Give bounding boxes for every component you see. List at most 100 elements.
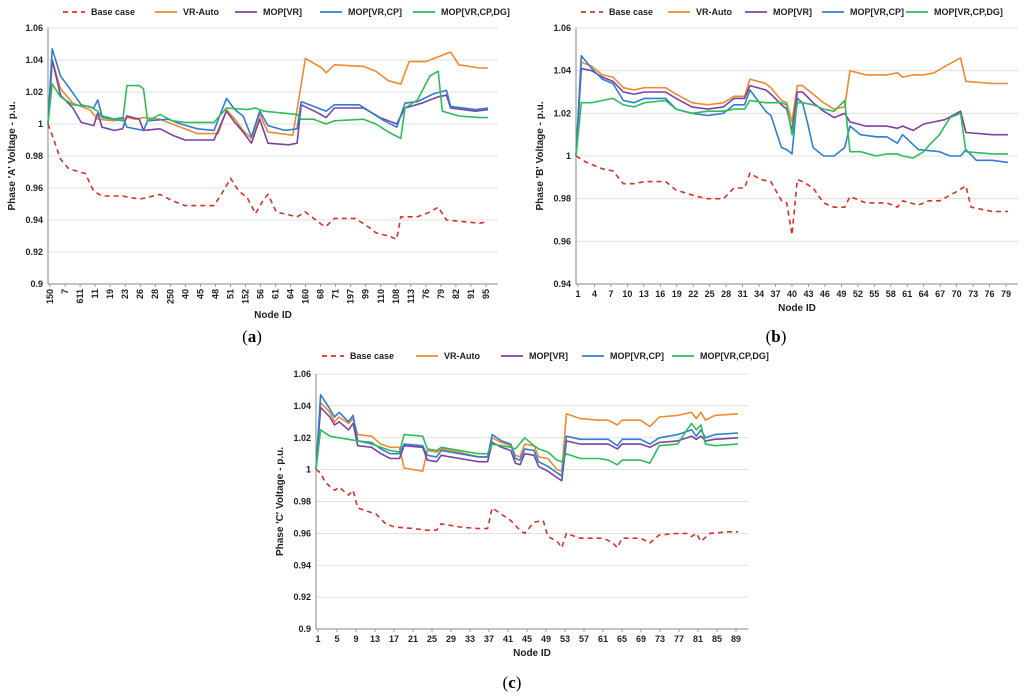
x-tick-label: 68 — [316, 289, 326, 299]
legend-label: MOP[VR] — [529, 351, 568, 361]
x-tick-label: 113 — [406, 289, 416, 304]
series — [47, 48, 489, 240]
x-tick-label: 52 — [853, 289, 863, 299]
series-line-mop-vr-cp — [47, 48, 489, 138]
legend-label: Base case — [91, 7, 135, 17]
y-tick-label: 0.92 — [25, 247, 43, 257]
legend-label: VR-Auto — [696, 7, 732, 17]
y-tick-label: 1.04 — [293, 401, 311, 411]
x-tick-label: 31 — [738, 289, 748, 299]
x-tick-label: 21 — [408, 634, 418, 644]
panel-label: (c) — [503, 673, 522, 692]
y-tick-label: 1.06 — [293, 369, 311, 379]
x-tick-label: 57 — [579, 634, 589, 644]
series-line-base-case — [315, 468, 738, 549]
y-tick-label: 1.02 — [293, 433, 311, 443]
x-tick-label: 55 — [869, 289, 879, 299]
x-tick-label: 85 — [712, 634, 722, 644]
x-tick-label: 89 — [731, 634, 741, 644]
x-tick-label: 41 — [503, 634, 513, 644]
grid — [48, 27, 498, 285]
legend-label: MOP[VR,CP] — [348, 7, 402, 17]
x-tick-label: 45 — [522, 634, 532, 644]
grid — [316, 373, 748, 630]
x-tick-label: 28 — [150, 289, 160, 299]
series-line-mop-vr-cp — [315, 393, 739, 477]
legend-item: Base case — [63, 7, 135, 17]
x-tick-label: 250 — [165, 289, 175, 304]
legend: Base case VR-Auto MOP[VR] MOP[VR,CP] MOP[VR,… — [322, 351, 769, 361]
x-tick-label: 48 — [210, 289, 220, 299]
legend-label: MOP[VR,CP,DG] — [441, 7, 510, 17]
x-tick-label: 23 — [120, 289, 130, 299]
legend-item: VR-Auto — [668, 7, 732, 17]
series-line-base-case — [47, 123, 489, 240]
x-tick-label: 49 — [836, 289, 846, 299]
x-tick-label: 79 — [436, 289, 446, 299]
y-tick-label: 1.02 — [25, 87, 43, 97]
x-tick-label: 1 — [315, 634, 320, 644]
x-tick-label: 64 — [919, 289, 929, 299]
x-tick-label: 197 — [346, 289, 356, 304]
x-tick-label: 5 — [334, 634, 339, 644]
x-axis-title: Node ID — [254, 310, 292, 321]
x-tick-label: 56 — [255, 289, 265, 299]
y-tick-label: 1.04 — [25, 55, 43, 65]
y-tick-label: 0.96 — [293, 528, 311, 538]
legend-item: MOP[VR,CP] — [320, 7, 402, 17]
legend-item: MOP[VR,CP,DG] — [672, 351, 769, 361]
x-tick-label: 152 — [240, 289, 250, 304]
x-tick-label: 10 — [622, 289, 632, 299]
x-tick-label: 37 — [771, 289, 781, 299]
series-line-mop-vr — [575, 67, 1008, 157]
x-tick-label: 99 — [361, 289, 371, 299]
y-tick-label: 0.96 — [553, 236, 571, 246]
legend-item: MOP[VR] — [501, 351, 568, 361]
legend-item: MOP[VR] — [745, 7, 812, 17]
x-tick-label: 76 — [985, 289, 995, 299]
x-tick-label: 73 — [655, 634, 665, 644]
x-tick-label: 43 — [803, 289, 813, 299]
x-tick-label: 81 — [693, 634, 703, 644]
legend-label: VR-Auto — [183, 7, 219, 17]
x-tick-label: 25 — [427, 634, 437, 644]
x-tick-label: 22 — [688, 289, 698, 299]
legend-item: MOP[VR,CP] — [582, 351, 664, 361]
x-tick-label: 53 — [560, 634, 570, 644]
y-axis-title: Phase 'C' Voltage - p.u. — [275, 447, 286, 556]
x-tick-label: 160 — [301, 289, 311, 304]
x-tick-label: 61 — [271, 289, 281, 299]
series-line-mop-vr — [315, 406, 739, 482]
y-tick-label: 0.94 — [293, 560, 311, 570]
chart-panel-a: Base case VR-Auto MOP[VR] MOP[VR,CP] MOP[VR,… — [7, 7, 510, 346]
y-axis-title: Phase 'B' Voltage - p.u. — [535, 101, 546, 210]
x-tick-label: 150 — [45, 289, 55, 304]
x-tick-label: 40 — [180, 289, 190, 299]
y-tick-label: 1.04 — [553, 66, 571, 76]
x-tick-label: 61 — [902, 289, 912, 299]
chart-panel-c: Base case VR-Auto MOP[VR] MOP[VR,CP] MOP[VR,… — [275, 351, 769, 692]
x-tick-label: 29 — [446, 634, 456, 644]
panel-letter: b — [771, 327, 780, 346]
x-tick-label: 7 — [60, 289, 70, 294]
y-tick-label: 0.98 — [553, 194, 571, 204]
x-tick-label: 611 — [75, 289, 85, 304]
y-tick-label: 0.9 — [298, 624, 311, 634]
x-tick-label: 110 — [376, 289, 386, 304]
x-axis-title: Node ID — [778, 303, 816, 314]
x-tick-label: 77 — [674, 634, 684, 644]
x-tick-label: 9 — [353, 634, 358, 644]
legend-item: MOP[VR,CP] — [822, 7, 904, 17]
legend-label: MOP[VR] — [773, 7, 812, 17]
series-line-mop-vr-cp-dg — [47, 70, 488, 140]
y-tick-label: 1.02 — [553, 108, 571, 118]
x-tick-label: 45 — [195, 289, 205, 299]
y-tick-label: 1.06 — [25, 23, 43, 33]
x-tick-label: 108 — [391, 289, 401, 304]
x-tick-label: 37 — [484, 634, 494, 644]
series-line-base-case — [575, 155, 1008, 236]
legend-label: MOP[VR,CP] — [850, 7, 904, 17]
legend-item: MOP[VR,CP,DG] — [413, 7, 510, 17]
y-tick-label: 0.94 — [25, 215, 43, 225]
